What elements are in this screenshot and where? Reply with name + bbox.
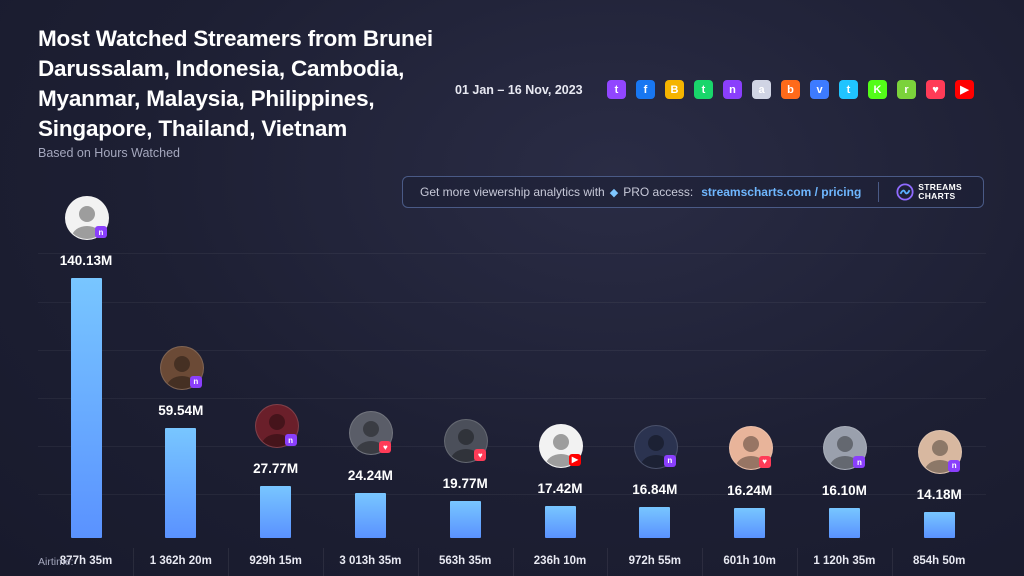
bar-value-label: 16.84M xyxy=(632,481,678,497)
airtime-value: 854h 50m xyxy=(912,555,966,567)
rumble-icon: r xyxy=(897,80,916,99)
heart-badge-icon: ♥ xyxy=(474,449,487,462)
bar-value-label: 14.18M xyxy=(916,486,962,502)
column-divider xyxy=(133,548,135,576)
pricing-link[interactable]: streamscharts.com / pricing xyxy=(701,185,862,199)
avatar-image xyxy=(72,206,102,239)
avatar-image xyxy=(166,355,197,389)
heart-badge-icon: ♥ xyxy=(758,455,771,468)
airtime-value: 563h 35m xyxy=(438,555,492,567)
trovo-icon: t xyxy=(694,80,713,99)
banner-text: Get more viewership analytics with xyxy=(420,185,605,199)
column-divider xyxy=(607,548,609,576)
streamscharts-logo-icon xyxy=(896,183,914,201)
nimo-badge-icon: n xyxy=(853,456,866,469)
avatar-image xyxy=(451,429,482,463)
diamond-icon: ◆ xyxy=(609,186,619,199)
heart-icon: ♥ xyxy=(926,80,945,99)
nimo-badge-icon: n xyxy=(95,226,107,238)
facebook-icon: f xyxy=(636,80,655,99)
bar xyxy=(70,278,102,538)
bar xyxy=(354,493,386,538)
avatar-image xyxy=(261,414,292,448)
airtime-value: 972h 55m xyxy=(628,555,682,567)
grid-line xyxy=(38,446,986,447)
booyah-icon: B xyxy=(665,80,684,99)
column-divider xyxy=(323,548,324,576)
airtime-value: 601h 10m xyxy=(723,555,776,567)
logo-line2: CHARTS xyxy=(918,191,956,201)
grid-line xyxy=(38,494,986,495)
nimo-badge-icon: n xyxy=(189,375,202,388)
avatar-image xyxy=(925,439,956,473)
airtime-value: 3 013h 35m xyxy=(339,555,402,567)
bar-value-label: 16.10M xyxy=(821,483,867,499)
airtime-value: 877h 35m xyxy=(59,555,113,567)
tiktok-icon: t xyxy=(839,80,858,99)
pro-banner[interactable]: Get more viewership analytics with ◆ PRO… xyxy=(402,176,984,208)
column-divider xyxy=(702,548,704,576)
vk-icon: v xyxy=(810,80,829,99)
kick-icon: K xyxy=(868,80,887,99)
nimo-icon: n xyxy=(723,80,742,99)
bar-value-label: 59.54M xyxy=(158,402,204,418)
column-divider xyxy=(417,548,419,576)
bar-value-label: 19.77M xyxy=(442,476,488,492)
bar xyxy=(260,486,292,538)
bar xyxy=(544,505,576,538)
avatar-image xyxy=(640,434,671,468)
logo-text: STREAMS CHARTS xyxy=(918,183,962,201)
bar-value-label: 16.24M xyxy=(727,482,773,498)
nimo-badge-icon: n xyxy=(663,454,676,467)
chart-subtitle: Based on Hours Watched xyxy=(38,146,180,160)
streamer-avatar[interactable] xyxy=(823,426,868,471)
logo-line1: STREAMS xyxy=(918,182,962,192)
airtime-value: 1 362h 20m xyxy=(149,555,212,567)
nimo-badge-icon: n xyxy=(284,434,297,447)
bigo-icon: b xyxy=(781,80,800,99)
airtime-value: 1 120h 35m xyxy=(813,555,876,567)
column-divider xyxy=(797,548,798,576)
avatar-image xyxy=(735,435,766,469)
bar xyxy=(734,507,766,538)
afreecatv-icon: a xyxy=(752,80,771,99)
streamer-avatar[interactable] xyxy=(65,196,109,240)
date-range: 01 Jan – 16 Nov, 2023 xyxy=(455,83,583,97)
avatar-image xyxy=(830,436,861,470)
youtube-icon: ▶ xyxy=(955,80,974,99)
airtime-value: 929h 15m xyxy=(249,555,302,567)
grid-line xyxy=(38,398,986,399)
avatar-image xyxy=(356,421,387,455)
bar-value-label: 27.77M xyxy=(253,461,299,477)
grid-line xyxy=(38,350,986,351)
nimo-badge-icon: n xyxy=(948,459,961,472)
youtube-badge-icon: ▶ xyxy=(569,453,581,466)
bar xyxy=(923,511,955,538)
avatar-image xyxy=(546,433,576,467)
grid-line xyxy=(38,302,986,303)
airtime-value: 236h 10m xyxy=(533,555,587,567)
bar-value-label: 24.24M xyxy=(347,468,393,484)
banner-divider xyxy=(878,182,880,202)
airtime-label: Airtime: xyxy=(38,556,74,568)
bar-value-label: 140.13M xyxy=(59,253,113,268)
bar xyxy=(165,427,197,538)
bar-value-label: 17.42M xyxy=(537,480,583,496)
heart-badge-icon: ♥ xyxy=(379,441,392,454)
streamscharts-logo[interactable]: STREAMS CHARTS xyxy=(896,183,962,201)
chart-title: Most Watched Streamers from Brunei Darus… xyxy=(38,26,433,141)
twitch-icon: t xyxy=(607,80,626,99)
column-divider xyxy=(228,548,230,576)
bar xyxy=(639,506,671,538)
column-divider xyxy=(512,548,514,576)
grid-line xyxy=(38,253,986,254)
column-divider xyxy=(891,548,893,576)
bar xyxy=(449,501,481,538)
streamer-avatar[interactable] xyxy=(349,411,394,456)
bar xyxy=(828,508,860,538)
banner-pro-text: PRO access: xyxy=(623,185,694,199)
